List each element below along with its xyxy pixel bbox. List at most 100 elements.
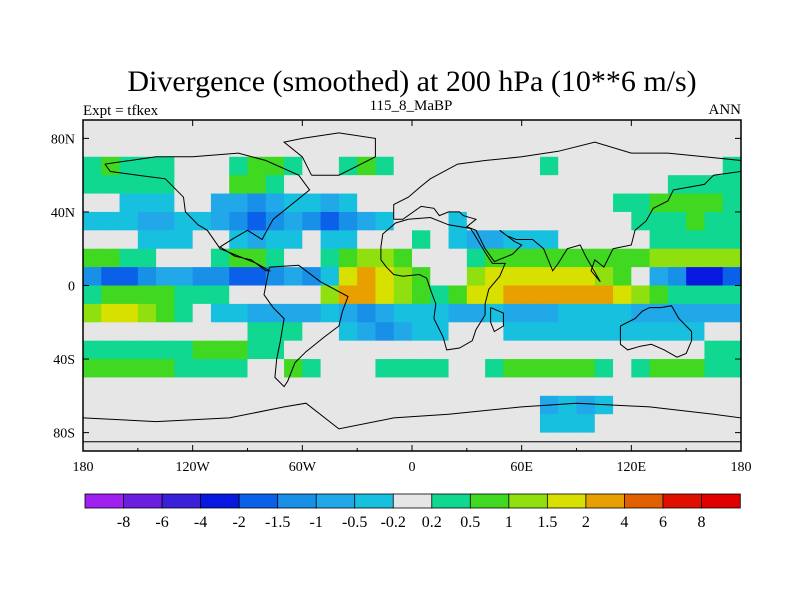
field-cell bbox=[613, 211, 632, 231]
colorbar-swatch bbox=[508, 493, 549, 509]
coastline bbox=[490, 307, 504, 333]
field-cell bbox=[101, 211, 121, 231]
field-cell bbox=[466, 340, 486, 360]
field-cell bbox=[649, 175, 669, 195]
field-cell bbox=[576, 285, 596, 305]
field-cell bbox=[722, 285, 742, 305]
y-axis: 80N 40N 0 40S 80S bbox=[51, 132, 741, 442]
field-cell bbox=[375, 340, 395, 360]
divergence-field bbox=[83, 120, 742, 452]
field-cell bbox=[83, 193, 102, 213]
field-cell bbox=[722, 156, 742, 176]
field-cell bbox=[667, 248, 687, 268]
field-cell bbox=[466, 267, 486, 287]
field-cell bbox=[667, 120, 687, 139]
field-cell bbox=[265, 156, 285, 176]
y-tick-label: 40S bbox=[53, 353, 75, 368]
field-cell bbox=[485, 359, 504, 379]
field-cell bbox=[704, 303, 724, 323]
field-cell bbox=[156, 138, 175, 158]
field-cell bbox=[284, 138, 303, 158]
field-cell bbox=[174, 395, 194, 415]
field-cell bbox=[631, 395, 651, 415]
field-cell bbox=[722, 377, 742, 397]
field-cell bbox=[539, 414, 559, 434]
field-cell bbox=[613, 120, 632, 139]
coastline bbox=[282, 132, 376, 176]
colorbar-label: 8 bbox=[697, 514, 705, 531]
field-cell bbox=[558, 211, 578, 231]
field-cell bbox=[192, 230, 212, 250]
field-cell bbox=[686, 414, 706, 434]
field-cell bbox=[119, 322, 139, 342]
field-cell bbox=[613, 175, 632, 195]
field-cell bbox=[156, 193, 175, 213]
field-cell bbox=[174, 303, 194, 323]
field-cell bbox=[393, 377, 413, 397]
field-cell bbox=[466, 230, 486, 250]
field-cell bbox=[503, 359, 523, 379]
field-cell bbox=[229, 193, 249, 213]
field-cell bbox=[302, 248, 322, 268]
field-cell bbox=[393, 414, 413, 434]
field-cell bbox=[284, 303, 303, 323]
field-cell bbox=[667, 156, 687, 176]
field-cell bbox=[302, 285, 322, 305]
field-cell bbox=[503, 193, 523, 213]
field-cell bbox=[704, 267, 724, 287]
field-cell bbox=[686, 248, 706, 268]
field-cell bbox=[722, 303, 742, 323]
field-cell bbox=[375, 285, 395, 305]
field-cell bbox=[576, 193, 596, 213]
field-cell bbox=[229, 359, 249, 379]
field-cell bbox=[466, 359, 486, 379]
field-cell bbox=[83, 211, 102, 231]
field-cell bbox=[83, 303, 102, 323]
field-cell bbox=[503, 120, 523, 139]
field-cell bbox=[83, 248, 102, 268]
field-cell bbox=[137, 211, 157, 231]
field-cell bbox=[357, 138, 377, 158]
field-cell bbox=[83, 340, 102, 360]
field-cell bbox=[229, 211, 249, 231]
field-cell bbox=[722, 359, 742, 379]
field-cell bbox=[247, 303, 267, 323]
field-cell bbox=[156, 175, 175, 195]
field-cell bbox=[101, 120, 121, 139]
field-cell bbox=[649, 138, 669, 158]
x-tick-label: 180 bbox=[73, 460, 94, 475]
field-cell bbox=[320, 395, 340, 415]
field-cell bbox=[210, 120, 230, 139]
field-cell bbox=[594, 211, 614, 231]
field-cell bbox=[210, 211, 230, 231]
field-cell bbox=[503, 395, 523, 415]
field-cell bbox=[412, 359, 431, 379]
field-cell bbox=[704, 340, 724, 360]
field-cell bbox=[302, 377, 322, 397]
field-cell bbox=[485, 175, 504, 195]
field-cell bbox=[521, 285, 541, 305]
field-cell bbox=[156, 120, 175, 139]
field-cell bbox=[83, 285, 102, 305]
field-cell bbox=[466, 138, 486, 158]
field-cell bbox=[137, 120, 157, 139]
field-cell bbox=[156, 395, 175, 415]
field-cell bbox=[284, 248, 303, 268]
field-cell bbox=[357, 175, 377, 195]
field-cell bbox=[101, 322, 121, 342]
field-cell bbox=[576, 267, 596, 287]
field-cell bbox=[576, 414, 596, 434]
coastline bbox=[380, 216, 506, 351]
colorbar-swatch bbox=[200, 493, 240, 509]
field-cell bbox=[539, 211, 559, 231]
x-tick-label: 120W bbox=[176, 460, 211, 475]
field-cell bbox=[192, 267, 212, 287]
field-cell bbox=[156, 322, 175, 342]
field-cell bbox=[192, 211, 212, 231]
field-cell bbox=[247, 248, 267, 268]
field-cell bbox=[558, 303, 578, 323]
field-cell bbox=[430, 175, 450, 195]
colorbar-label: 2 bbox=[582, 514, 590, 531]
field-cell bbox=[412, 285, 431, 305]
